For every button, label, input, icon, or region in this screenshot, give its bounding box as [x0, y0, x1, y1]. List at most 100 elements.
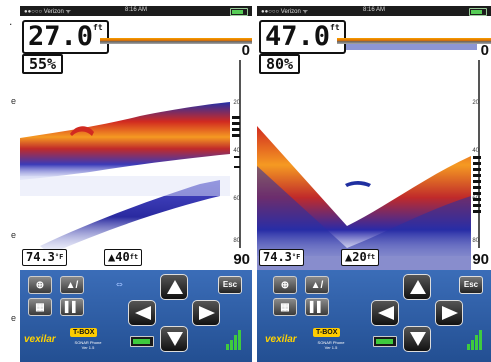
- battery-icon: [469, 8, 487, 16]
- top-noise: [337, 40, 477, 50]
- grid-button[interactable]: ▦: [273, 298, 297, 316]
- battery-status-icon: [130, 336, 154, 347]
- flasher-bar: [232, 116, 240, 168]
- depth-readout: 47.0ft: [259, 20, 346, 54]
- battery-status-icon: [373, 336, 397, 347]
- carrier: ●●○○○ Verizon ᯤ: [24, 9, 71, 15]
- left-arrow-button[interactable]: [128, 300, 156, 326]
- sonar-phone-label: SONAR Phone Ver 1.5: [311, 340, 351, 350]
- depth-unit: ft: [330, 23, 340, 32]
- scale-tick: 60: [233, 196, 240, 202]
- tbox-logo: T-BOX: [313, 328, 341, 337]
- sonar-returns: [257, 40, 477, 270]
- link-icon: ⇔: [116, 280, 123, 289]
- left-arrow-icon: [378, 306, 394, 320]
- down-arrow-button[interactable]: [403, 326, 431, 352]
- scale-top: 0: [480, 42, 489, 59]
- sonar-phone-label: SONAR Phone Ver 1.5: [68, 340, 108, 350]
- left-arrow-icon: [135, 306, 151, 320]
- right-arrow-icon: [199, 306, 215, 320]
- down-arrow-icon: [167, 332, 183, 346]
- sonar-display: 47.0ft 80% 0 20 40 60 80 90 74.3°F ▲20ft: [257, 16, 491, 270]
- sonar-label: SONAR Phone: [74, 340, 102, 345]
- sonar-display: 27.0ft 55% 0 20 40 60 80 90 74.3°F ▲40ft: [20, 16, 252, 270]
- depth-readout: 27.0ft: [22, 20, 109, 54]
- scale-bottom: 90: [233, 251, 250, 268]
- scale-tick: 20: [233, 100, 240, 106]
- control-panel: ⊕ ▲/ ▦ ▌▌ Esc ⇔ vexilar T-BOX SONAR Phon…: [20, 270, 252, 362]
- temperature-readout: 74.3°F: [22, 249, 68, 266]
- zoom-depth-unit: ft: [366, 253, 376, 261]
- depth-scale: 0 20 40 60 80 90: [228, 38, 250, 268]
- right-phone-screen: ●●○○○ Verizon ᯤ 8:16 AM 47.0ft 80%: [257, 6, 491, 362]
- temperature-value: 74.3: [263, 250, 292, 264]
- down-arrow-icon: [410, 332, 426, 346]
- zoom-button[interactable]: ⊕: [273, 276, 297, 294]
- temperature-unit: °F: [54, 253, 64, 261]
- noise-band: [20, 176, 230, 196]
- temperature-value: 74.3: [26, 250, 55, 264]
- esc-button[interactable]: Esc: [459, 276, 483, 294]
- carrier: ●●○○○ Verizon ᯤ: [261, 9, 308, 15]
- status-bar: ●●○○○ Verizon ᯤ 8:16 AM: [20, 6, 252, 16]
- battery-percent: 80%: [259, 54, 301, 74]
- up-arrow-icon: [410, 280, 426, 294]
- up-arrow-button[interactable]: [160, 274, 188, 300]
- temperature-unit: °F: [291, 253, 301, 261]
- pause-button[interactable]: ▌▌: [305, 298, 329, 316]
- vexilar-logo: vexilar: [24, 334, 56, 345]
- scale-bottom: 90: [472, 251, 489, 268]
- up-arrow-icon: [167, 280, 183, 294]
- surface-line: [100, 38, 252, 44]
- zoom-depth-icon: ▲: [108, 250, 116, 264]
- version-label: Ver 1.5: [324, 345, 338, 350]
- pause-button[interactable]: ▌▌: [60, 298, 84, 316]
- tbox-logo: T-BOX: [70, 328, 98, 337]
- stray-letter: e: [11, 96, 17, 106]
- stray-letter: e: [11, 313, 17, 323]
- left-phone-screen: ●●○○○ Verizon ᯤ 8:16 AM: [20, 6, 252, 362]
- surface-line: [337, 38, 491, 44]
- bottom-return: [20, 102, 230, 180]
- scale-axis: [478, 60, 480, 248]
- clock: 8:16 AM: [362, 7, 385, 13]
- second-return: [40, 180, 220, 254]
- depth-value: 47.0: [265, 21, 331, 52]
- esc-button[interactable]: Esc: [218, 276, 242, 294]
- right-arrow-button[interactable]: [435, 300, 463, 326]
- temperature-readout: 74.3°F: [259, 249, 305, 266]
- signal-strength-icon: [467, 330, 482, 350]
- clock: 8:16 AM: [124, 7, 147, 13]
- scale-tick: 80: [472, 238, 479, 244]
- scale-tick: 40: [233, 148, 240, 154]
- control-panel: ⊕ ▲/ ▦ ▌▌ Esc vexilar T-BOX SONAR Phone …: [257, 270, 491, 362]
- battery-icon: [230, 8, 248, 16]
- zoom-depth-readout: ▲20ft: [341, 249, 380, 266]
- sonar-returns: [20, 102, 230, 254]
- vexilar-logo: vexilar: [265, 334, 297, 345]
- chart-button[interactable]: ▲/: [305, 276, 329, 294]
- version-label: Ver 1.5: [81, 345, 95, 350]
- zoom-depth-unit: ft: [129, 253, 139, 261]
- battery-percent: 55%: [22, 54, 64, 74]
- zoom-depth-readout: ▲40ft: [104, 249, 143, 266]
- right-arrow-button[interactable]: [192, 300, 220, 326]
- scale-tick: 80: [233, 238, 240, 244]
- down-arrow-button[interactable]: [160, 326, 188, 352]
- zoom-depth-value: 40: [115, 250, 130, 264]
- sonar-label: SONAR Phone: [317, 340, 345, 345]
- fish-mark: [345, 181, 371, 187]
- depth-value: 27.0: [28, 21, 94, 52]
- signal-strength-icon: [226, 330, 241, 350]
- up-arrow-button[interactable]: [403, 274, 431, 300]
- chart-button[interactable]: ▲/: [60, 276, 84, 294]
- grid-button[interactable]: ▦: [28, 298, 52, 316]
- status-bar: ●●○○○ Verizon ᯤ 8:16 AM: [257, 6, 491, 16]
- scale-axis: [239, 60, 241, 248]
- fish-arch: [70, 126, 94, 136]
- depth-unit: ft: [93, 23, 103, 32]
- left-arrow-button[interactable]: [371, 300, 399, 326]
- stray-letter: e: [11, 230, 17, 240]
- zoom-button[interactable]: ⊕: [28, 276, 52, 294]
- zoom-depth-icon: ▲: [345, 250, 353, 264]
